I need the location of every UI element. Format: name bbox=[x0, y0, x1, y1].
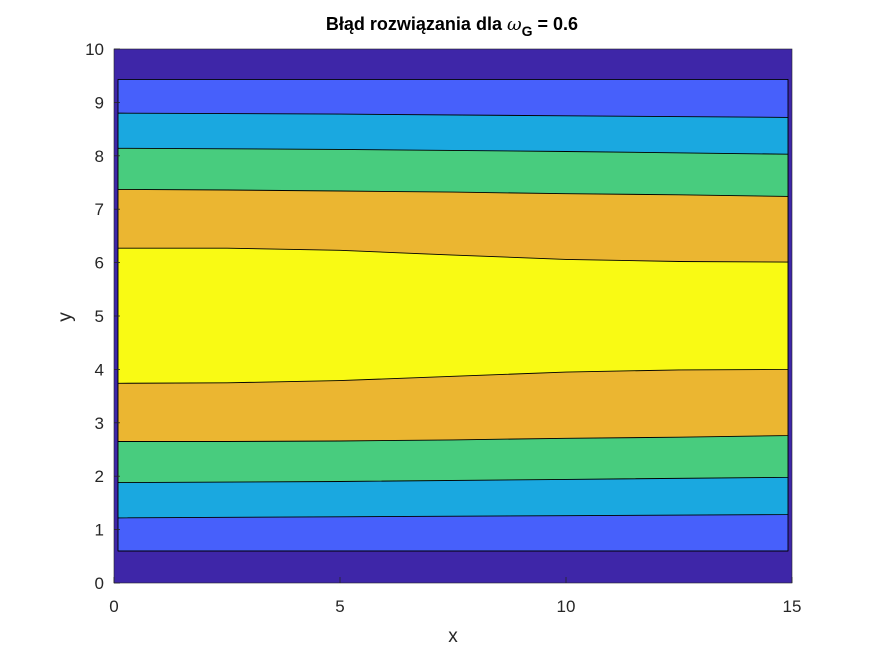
plot-area bbox=[114, 49, 792, 583]
contour-fill-level-6 bbox=[117, 247, 789, 384]
chart-title: Błąd rozwiązania dla ωG = 0.6 bbox=[326, 14, 578, 39]
x-tick-label: 10 bbox=[557, 597, 576, 616]
axes: 0 5 10 15 0 1 2 3 4 5 6 7 8 9 10 bbox=[85, 40, 801, 616]
y-tick-label: 6 bbox=[95, 254, 104, 273]
y-axis-label: y bbox=[55, 312, 76, 322]
y-tick-label: 2 bbox=[95, 467, 104, 486]
title-omega-symbol: ω bbox=[507, 14, 522, 35]
y-tick-label: 0 bbox=[95, 574, 104, 593]
y-tick-label: 1 bbox=[95, 521, 104, 540]
title-subscript: G bbox=[522, 23, 533, 39]
y-tick-label: 5 bbox=[95, 307, 104, 326]
y-tick-label: 7 bbox=[95, 200, 104, 219]
y-tick-label: 3 bbox=[95, 414, 104, 433]
x-tick-label: 5 bbox=[335, 597, 344, 616]
x-axis-label: x bbox=[448, 626, 458, 647]
y-tick-label: 10 bbox=[85, 40, 104, 59]
x-tick-label: 0 bbox=[109, 597, 118, 616]
y-tick-label: 4 bbox=[95, 360, 104, 379]
y-tick-label: 9 bbox=[95, 93, 104, 112]
x-tick-label: 15 bbox=[783, 597, 802, 616]
y-tick-label: 8 bbox=[95, 147, 104, 166]
